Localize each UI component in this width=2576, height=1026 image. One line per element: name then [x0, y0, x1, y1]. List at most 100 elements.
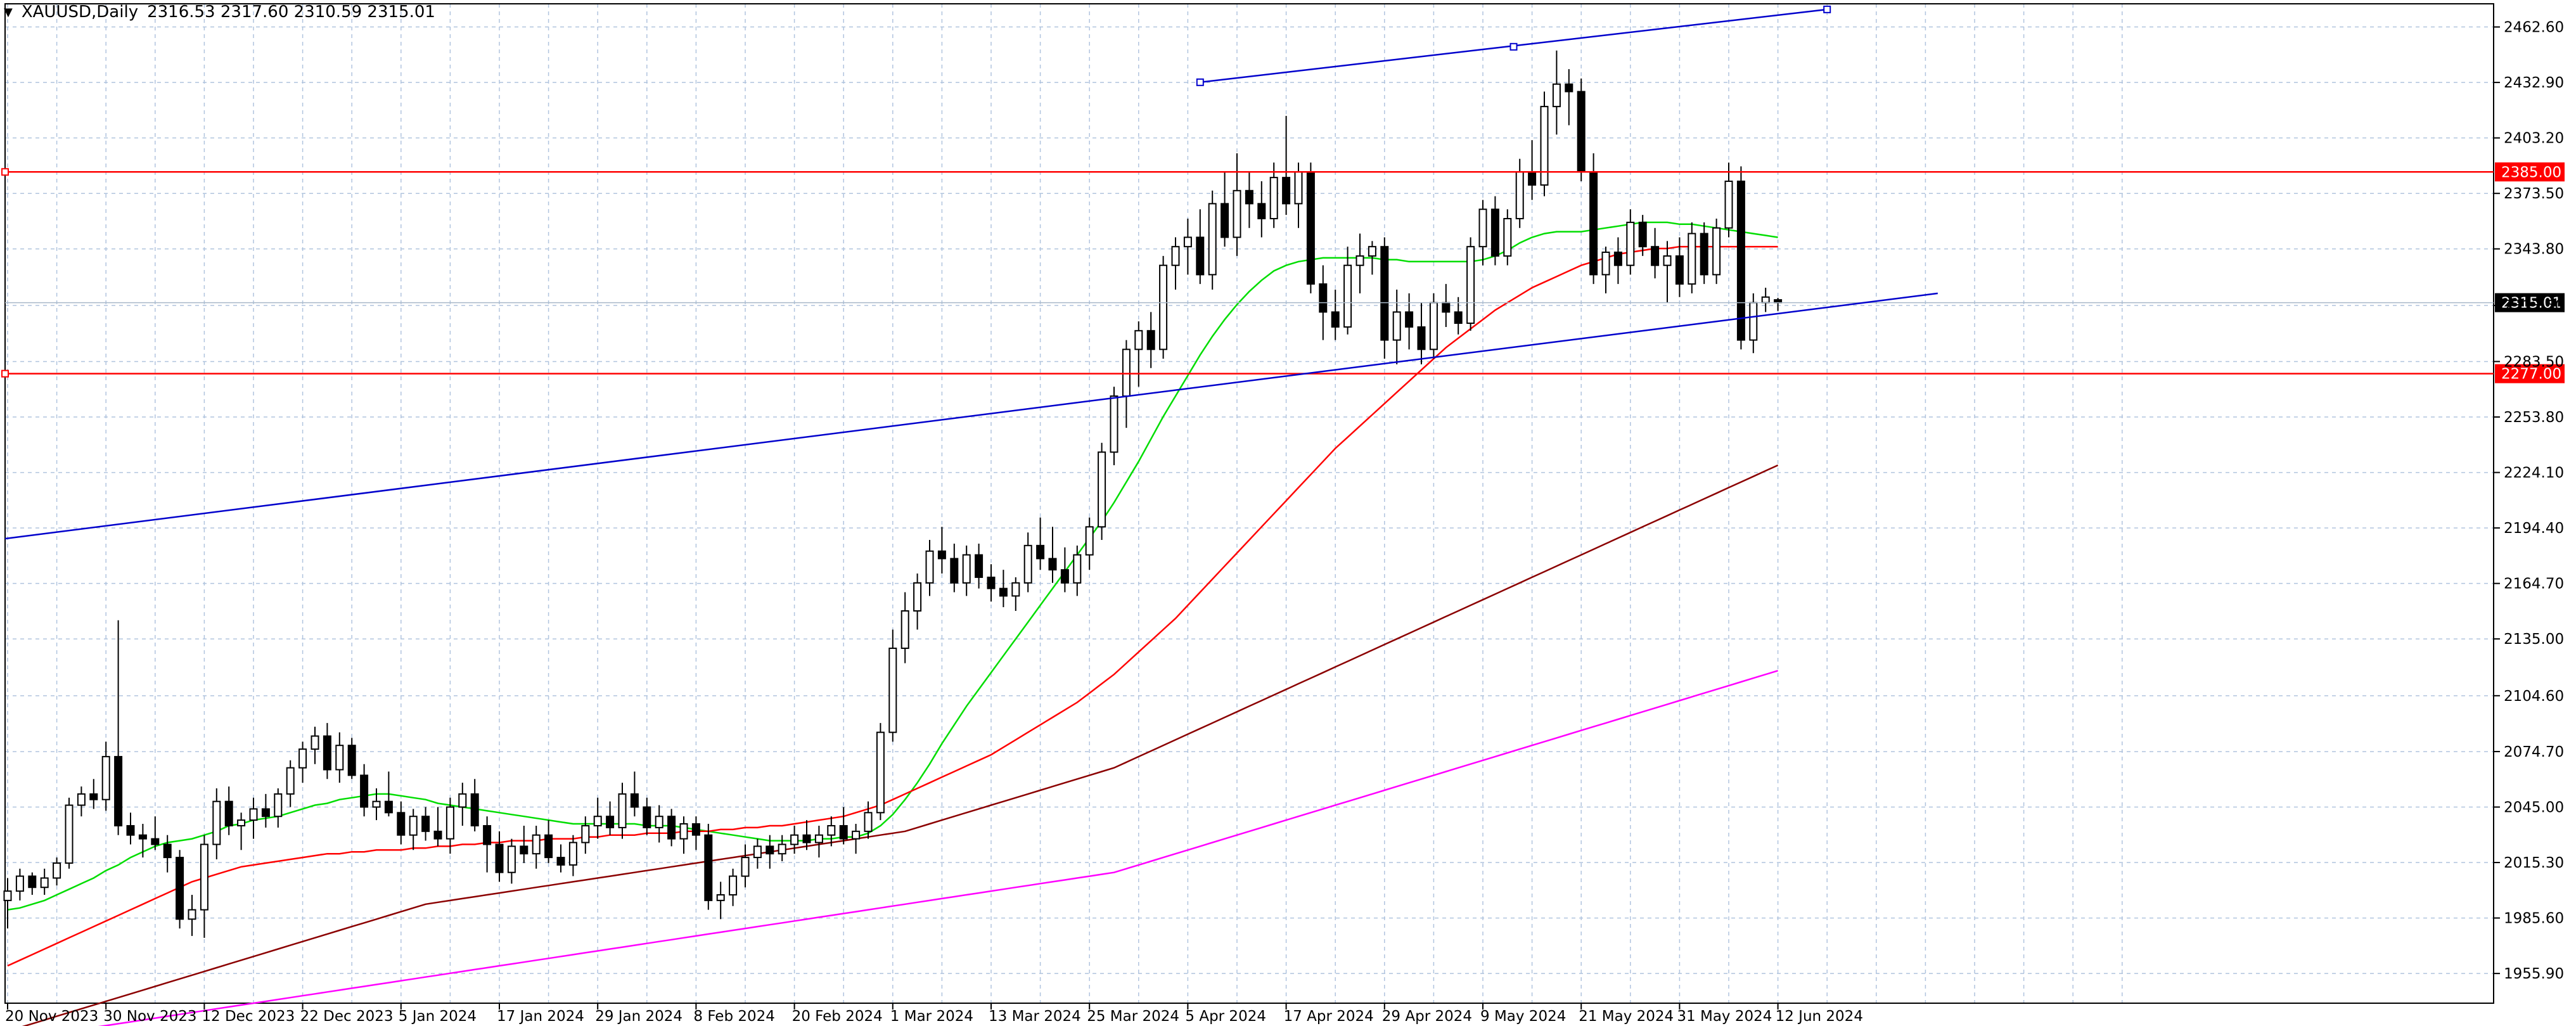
- candle-bull: [237, 819, 246, 826]
- candle-bull: [77, 793, 86, 806]
- y-tick-label: 1955.90: [2504, 966, 2564, 982]
- candle-bull: [1110, 395, 1118, 453]
- candle-bear: [999, 587, 1008, 597]
- candle-bull: [753, 845, 762, 859]
- candle-bull: [212, 800, 221, 845]
- candle-bull: [445, 806, 454, 840]
- candle-bear: [470, 793, 479, 826]
- candle-bull: [581, 824, 590, 843]
- x-tick-label: 8 Feb 2024: [693, 1008, 775, 1025]
- candle-bear: [975, 554, 984, 578]
- candle-bear: [1405, 311, 1414, 328]
- candle-bear: [839, 824, 848, 840]
- candle-bear: [1036, 544, 1045, 560]
- candle-bear: [667, 816, 676, 840]
- candle-bull: [1085, 526, 1094, 556]
- bid-price-text: 2315.01: [2501, 295, 2561, 312]
- candle-bear: [1048, 558, 1057, 571]
- candle-bear: [397, 812, 406, 836]
- trend-lines[interactable]: [4, 5, 1938, 540]
- candle-bull: [568, 842, 577, 866]
- y-tick-label: 2253.80: [2504, 409, 2564, 426]
- level-price-text: 2277.00: [2501, 366, 2561, 383]
- candle-bear: [151, 838, 160, 845]
- x-tick-label: 1 Mar 2024: [890, 1008, 973, 1025]
- candle-bull: [1540, 106, 1549, 186]
- candle-bull: [1183, 236, 1192, 248]
- y-tick-label: 2343.80: [2504, 241, 2564, 258]
- candle-bear: [126, 824, 135, 836]
- candle-bull: [3, 890, 12, 901]
- candle-bear: [1319, 283, 1328, 313]
- candle-bear: [163, 843, 172, 859]
- candle-bear: [89, 793, 98, 800]
- candle-bull: [372, 800, 381, 808]
- trend-anchor: [1509, 42, 1518, 51]
- candle-bull: [1294, 171, 1303, 205]
- candle-bear: [323, 735, 331, 771]
- plot-frame: [4, 3, 2494, 1004]
- y-tick-label: 2224.10: [2504, 465, 2564, 482]
- x-tick-label: 22 Dec 2023: [300, 1008, 394, 1025]
- candle-bull: [1023, 544, 1032, 584]
- candle-bull: [1098, 451, 1106, 528]
- dropdown-arrow-icon[interactable]: ▼: [4, 5, 13, 19]
- x-tick-label: 13 Mar 2024: [989, 1008, 1081, 1025]
- candle-bull: [1011, 582, 1020, 597]
- candle-bear: [176, 857, 184, 920]
- candle-bear: [1565, 83, 1573, 93]
- ma-slow-line: [22, 464, 1779, 1026]
- candle-bull: [618, 793, 627, 828]
- candle-bear: [1257, 203, 1266, 219]
- candle-bull: [15, 875, 24, 892]
- x-tick-label: 5 Apr 2024: [1185, 1008, 1266, 1025]
- level-anchor: [1, 369, 9, 378]
- candle-bull: [65, 804, 74, 864]
- candle-bear: [766, 845, 774, 855]
- candle-bear: [1528, 171, 1537, 186]
- candle-bull: [1208, 203, 1217, 276]
- y-tick-label: 2194.40: [2504, 520, 2564, 537]
- x-tick-label: 31 May 2024: [1677, 1008, 1772, 1025]
- candle-bull: [729, 875, 738, 896]
- y-tick-label: 2403.20: [2504, 131, 2564, 147]
- candle-bull: [409, 816, 418, 836]
- y-tick-label: 2283.50: [2504, 354, 2564, 370]
- x-tick-label: 29 Apr 2024: [1382, 1008, 1472, 1025]
- chart-title: ▼ XAUUSD,Daily 2316.53 2317.60 2310.59 2…: [4, 1, 435, 23]
- candle-bear: [1736, 181, 1745, 341]
- level-price-text: 2385.00: [2501, 164, 2561, 181]
- ma-long-line: [98, 670, 1778, 1026]
- candle-bull: [1515, 171, 1524, 219]
- horizontal-levels[interactable]: 2385.00 2277.00 2315.01: [1, 162, 2565, 383]
- candle-bull: [335, 745, 344, 771]
- y-tick-label: 2373.50: [2504, 186, 2564, 202]
- candle-bear: [1700, 233, 1708, 276]
- candle-bull: [900, 610, 909, 649]
- candle-bear: [606, 816, 615, 828]
- x-tick-label: 9 May 2024: [1480, 1008, 1566, 1025]
- candle-bull: [913, 582, 922, 612]
- y-tick-label: 2135.00: [2504, 631, 2564, 648]
- candle-bull: [458, 793, 467, 808]
- candle-bear: [520, 845, 529, 855]
- level-price-tag: [2495, 364, 2565, 383]
- candle-bear: [360, 774, 369, 808]
- trend-line: [4, 292, 1938, 540]
- candle-bull: [716, 894, 725, 901]
- candle-bear: [114, 755, 123, 826]
- x-tick-label: 17 Apr 2024: [1284, 1008, 1374, 1025]
- candle-bull: [741, 857, 750, 877]
- candle-bull: [925, 550, 934, 584]
- candle-bear: [987, 576, 996, 589]
- candle-bear: [704, 834, 713, 901]
- x-tick-label: 21 May 2024: [1579, 1008, 1674, 1025]
- candle-bear: [1221, 203, 1229, 238]
- candle-bull: [864, 812, 873, 832]
- candle-bull: [1073, 554, 1082, 584]
- candle-bull: [1503, 217, 1512, 257]
- symbol-label: XAUUSD,Daily: [21, 3, 139, 22]
- ohlc-values: 2316.53 2317.60 2310.59 2315.01: [147, 3, 435, 22]
- candle-bear: [261, 808, 270, 818]
